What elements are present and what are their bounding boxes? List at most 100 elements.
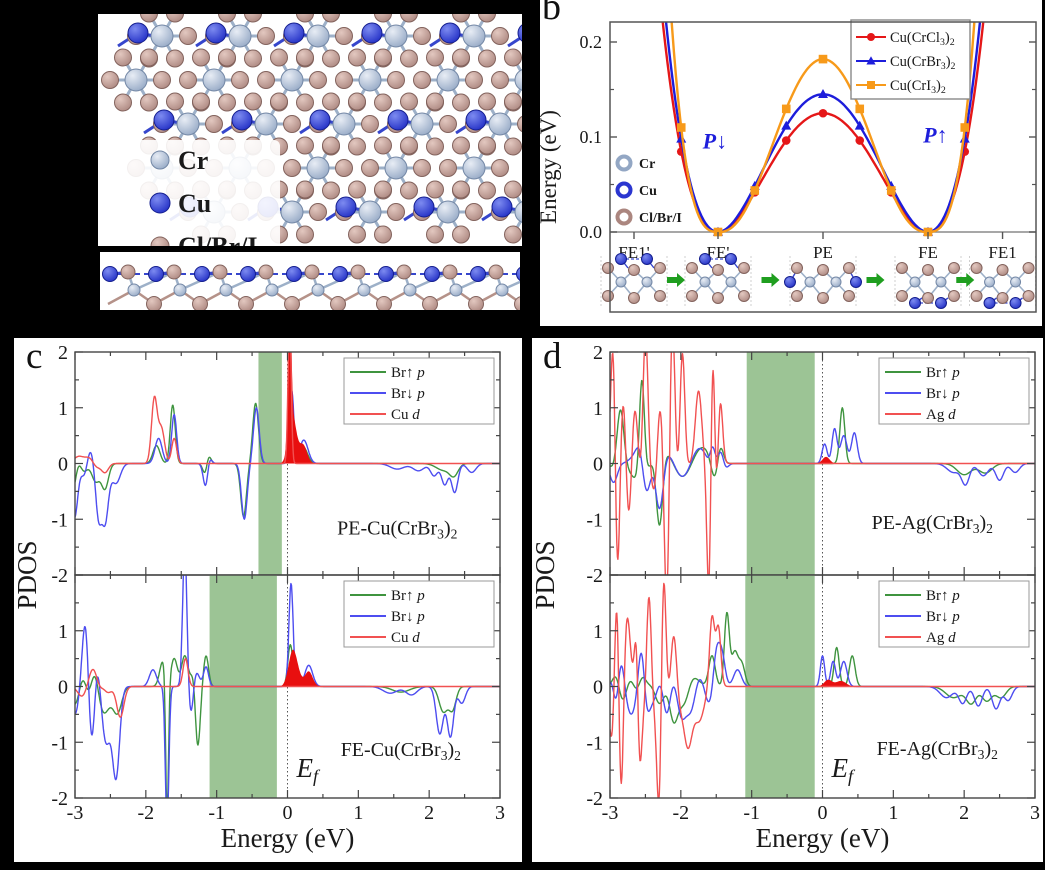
pdos-subpanel-d-bottom: [609, 574, 1036, 799]
b-atom-legend-label: Cu: [639, 184, 657, 199]
polarization-annotation: P↑: [922, 123, 947, 148]
occupied-d-states-fill: [610, 456, 1035, 464]
pdos-ytick-label: 0: [593, 454, 603, 476]
b-legend-label: Cu(CrI3)2: [890, 78, 946, 96]
pdos-xtick-label: -1: [743, 802, 760, 824]
pdos-legend-c-top: Br↑ p Br↓ p Cu d: [343, 357, 495, 425]
pdos-legend-label: Br↑ p: [391, 365, 425, 381]
pdos-ytick-label: 2: [58, 342, 68, 364]
pdos-ytick-label: -2: [586, 788, 603, 810]
pdos-phase-label: FE-Ag(CrBr3)2: [877, 738, 999, 762]
pdos-ytick-label: -1: [51, 509, 68, 531]
pdos-xtick-label: -3: [67, 802, 84, 824]
crystal-lattice-side-view: [102, 264, 520, 310]
polarization-annotation: P↓: [702, 128, 727, 153]
b-atom-legend: Cr Cu Cl/Br/I: [615, 154, 682, 226]
panel-c-pdos-cu: c 2 1 0 -1 -2 Br↑ p Br↓ p Cu d PE-Cu(CrBr3)2 1 0 -1…: [14, 338, 522, 862]
panel-letter-b: b: [542, 0, 561, 28]
pdos-xtick-label: -1: [208, 802, 225, 824]
pdos-curve-Cu-d: [75, 352, 500, 474]
transition-arrow-icon: [761, 273, 780, 287]
pdos-xtick-label: -3: [602, 802, 619, 824]
pdos-chart-cu: 2 1 0 -1 -2 Br↑ p Br↓ p Cu d PE-Cu(CrBr3)2 1 0 -1 -2…: [14, 342, 505, 853]
pdos-curve-Br-down-p: [610, 427, 1035, 510]
pdos-xtick-label: 3: [1030, 802, 1040, 824]
occupied-d-states-fill: [75, 649, 500, 687]
pdos-x-axis-label: Energy (eV): [221, 823, 355, 853]
energy-curves: [661, 22, 985, 237]
pdos-subpanel-c-top: [74, 351, 501, 576]
occupied-d-states-fill: [610, 679, 1035, 687]
fermi-level-label: Ef: [296, 753, 322, 786]
pdos-xtick-label: 2: [959, 802, 969, 824]
pdos-xtick-label: 2: [424, 802, 434, 824]
pdos-xtick-label: 1: [353, 802, 363, 824]
pdos-legend-d-bottom: Br↑ p Br↓ p Ag d: [878, 580, 1030, 648]
b-series-legend: Cu(CrCl3)2 Cu(CrBr3)2 Cu(CrI3)2: [850, 19, 971, 100]
pdos-legend-label: Br↓ p: [391, 609, 425, 625]
pdos-ytick-label: 1: [593, 398, 603, 420]
pdos-phase-label: PE-Cu(CrBr3)2: [337, 518, 457, 542]
pdos-legend-label: Br↑ p: [926, 588, 960, 604]
atom-legend-label: Cu: [178, 189, 211, 218]
panel-a-structure-side-view: [100, 252, 520, 310]
pdos-ytick-label: -2: [51, 565, 68, 587]
pdos-y-axis-label: PDOS: [532, 540, 560, 609]
transition-arrow-icon: [866, 273, 885, 287]
pdos-ytick-label: 1: [58, 621, 68, 643]
pdos-xtick-label: 0: [283, 802, 293, 824]
b-atom-legend-label: Cr: [639, 157, 655, 172]
pdos-ytick-label: 0: [58, 677, 68, 699]
pdos-phase-label: FE-Cu(CrBr3)2: [341, 739, 461, 763]
b-phase-label: FE': [707, 243, 730, 262]
b-legend-label: Cu(CrBr3)2: [890, 54, 956, 72]
pdos-legend-label: Br↑ p: [926, 365, 960, 381]
pdos-legend-label: Ag d: [926, 407, 956, 423]
pdos-xtick-label: 0: [818, 802, 828, 824]
pdos-legend-label: Br↓ p: [391, 386, 425, 402]
b-phase-label: PE: [813, 243, 833, 262]
pdos-xtick-label: -2: [137, 802, 154, 824]
pdos-ytick-label: 1: [593, 621, 603, 643]
pdos-curve-Cu-d: [75, 657, 500, 718]
pdos-x-axis-label: Energy (eV): [756, 823, 890, 853]
b-ytick-label: 0.2: [580, 32, 603, 52]
pdos-legend-label: Cu d: [391, 630, 420, 646]
panel-letter-c: c: [26, 336, 43, 377]
pdos-xtick-label: -2: [672, 802, 689, 824]
pdos-curve-Ag-d: [610, 352, 1035, 575]
pdos-chart-ag: 2 1 0 -1 -2 Br↑ p Br↓ p Ag d PE-Ag(CrBr3)2 1 0 -1 -2…: [532, 342, 1040, 853]
pdos-subpanel-c-bottom: [74, 574, 501, 799]
pdos-legend-label: Br↓ p: [926, 386, 960, 402]
b-phase-label: FE1: [988, 243, 1016, 262]
pdos-ytick-label: 1: [58, 398, 68, 420]
structure-inset-bottom: [969, 256, 1036, 309]
pdos-curve-Br-down-p: [610, 641, 1035, 721]
pdos-xtick-label: 1: [888, 802, 898, 824]
b-ytick-label: 0.1: [580, 127, 603, 147]
pdos-ytick-label: -2: [586, 565, 603, 587]
b-atom-legend-label: Cl/Br/I: [639, 211, 682, 226]
pdos-legend-label: Ag d: [926, 630, 956, 646]
panel-a-structure-top-view: Cr Cu Cl/Br/I: [98, 14, 522, 246]
atom-legend-label: Cl/Br/I: [178, 232, 257, 246]
atom-legend-label: Cr: [178, 146, 208, 175]
panel-b-energy-pathway: b 0.0 0.1 0.2 Energy (eV) FE1' FE' PE FE FE1 P↓ P↑…: [540, 0, 1042, 326]
pdos-y-axis-label: PDOS: [14, 540, 42, 609]
atom-legend: Cr Cu Cl/Br/I: [124, 140, 280, 246]
pdos-ytick-label: 2: [593, 342, 603, 364]
fermi-level-label: Ef: [831, 753, 857, 786]
panel-letter-d: d: [543, 336, 562, 377]
pdos-ytick-label: -2: [51, 788, 68, 810]
b-legend-label: Cu(CrCl3)2: [890, 30, 955, 48]
pdos-legend-label: Cu d: [391, 407, 420, 423]
pdos-subpanel-d-top: [609, 351, 1036, 576]
pdos-curve-Ag-d: [610, 582, 1035, 798]
pdos-xtick-label: 3: [495, 802, 505, 824]
structure-inset-side: [784, 256, 862, 306]
b-phase-label: FE: [918, 243, 938, 262]
structure-inset-bottom: [894, 256, 962, 309]
panel-d-pdos-ag: d 2 1 0 -1 -2 Br↑ p Br↓ p Ag d PE-Ag(CrBr3)2 1 0 -1…: [532, 338, 1043, 862]
